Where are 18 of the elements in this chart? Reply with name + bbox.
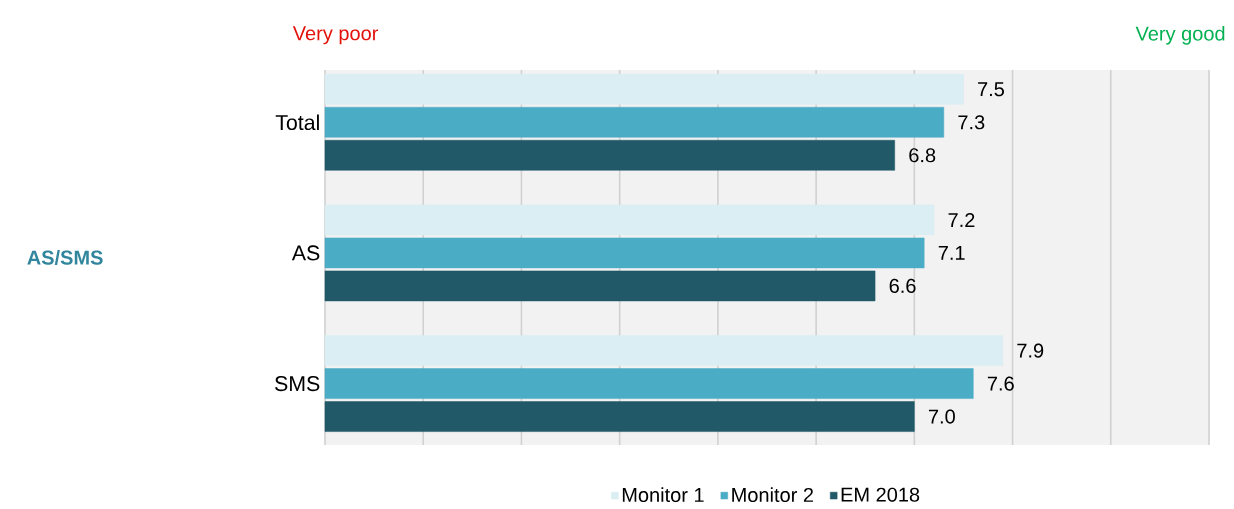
data-label: 7.6 bbox=[987, 376, 1014, 391]
data-label: 7.2 bbox=[948, 212, 975, 227]
data-label: 6.6 bbox=[889, 278, 916, 293]
text: Very good bbox=[1135, 25, 1225, 45]
y-tick-label: AS bbox=[291, 245, 320, 261]
data-label: 7.0 bbox=[928, 409, 955, 424]
legend-label: EM 2018 bbox=[841, 487, 920, 502]
legend-label: Monitor 1 bbox=[622, 487, 704, 502]
data-label: 7.1 bbox=[938, 245, 965, 260]
data-label: 7.9 bbox=[1017, 343, 1044, 358]
text: AS/SMS bbox=[27, 249, 103, 265]
y-tick-label: SMS bbox=[275, 375, 320, 392]
data-label: 6.8 bbox=[909, 148, 936, 163]
data-label: 7.3 bbox=[958, 115, 985, 130]
y-tick-label: Total bbox=[275, 114, 319, 130]
data-label: 7.5 bbox=[978, 82, 1005, 97]
text: Very poor bbox=[292, 26, 379, 45]
legend-label: Monitor 2 bbox=[732, 487, 813, 502]
